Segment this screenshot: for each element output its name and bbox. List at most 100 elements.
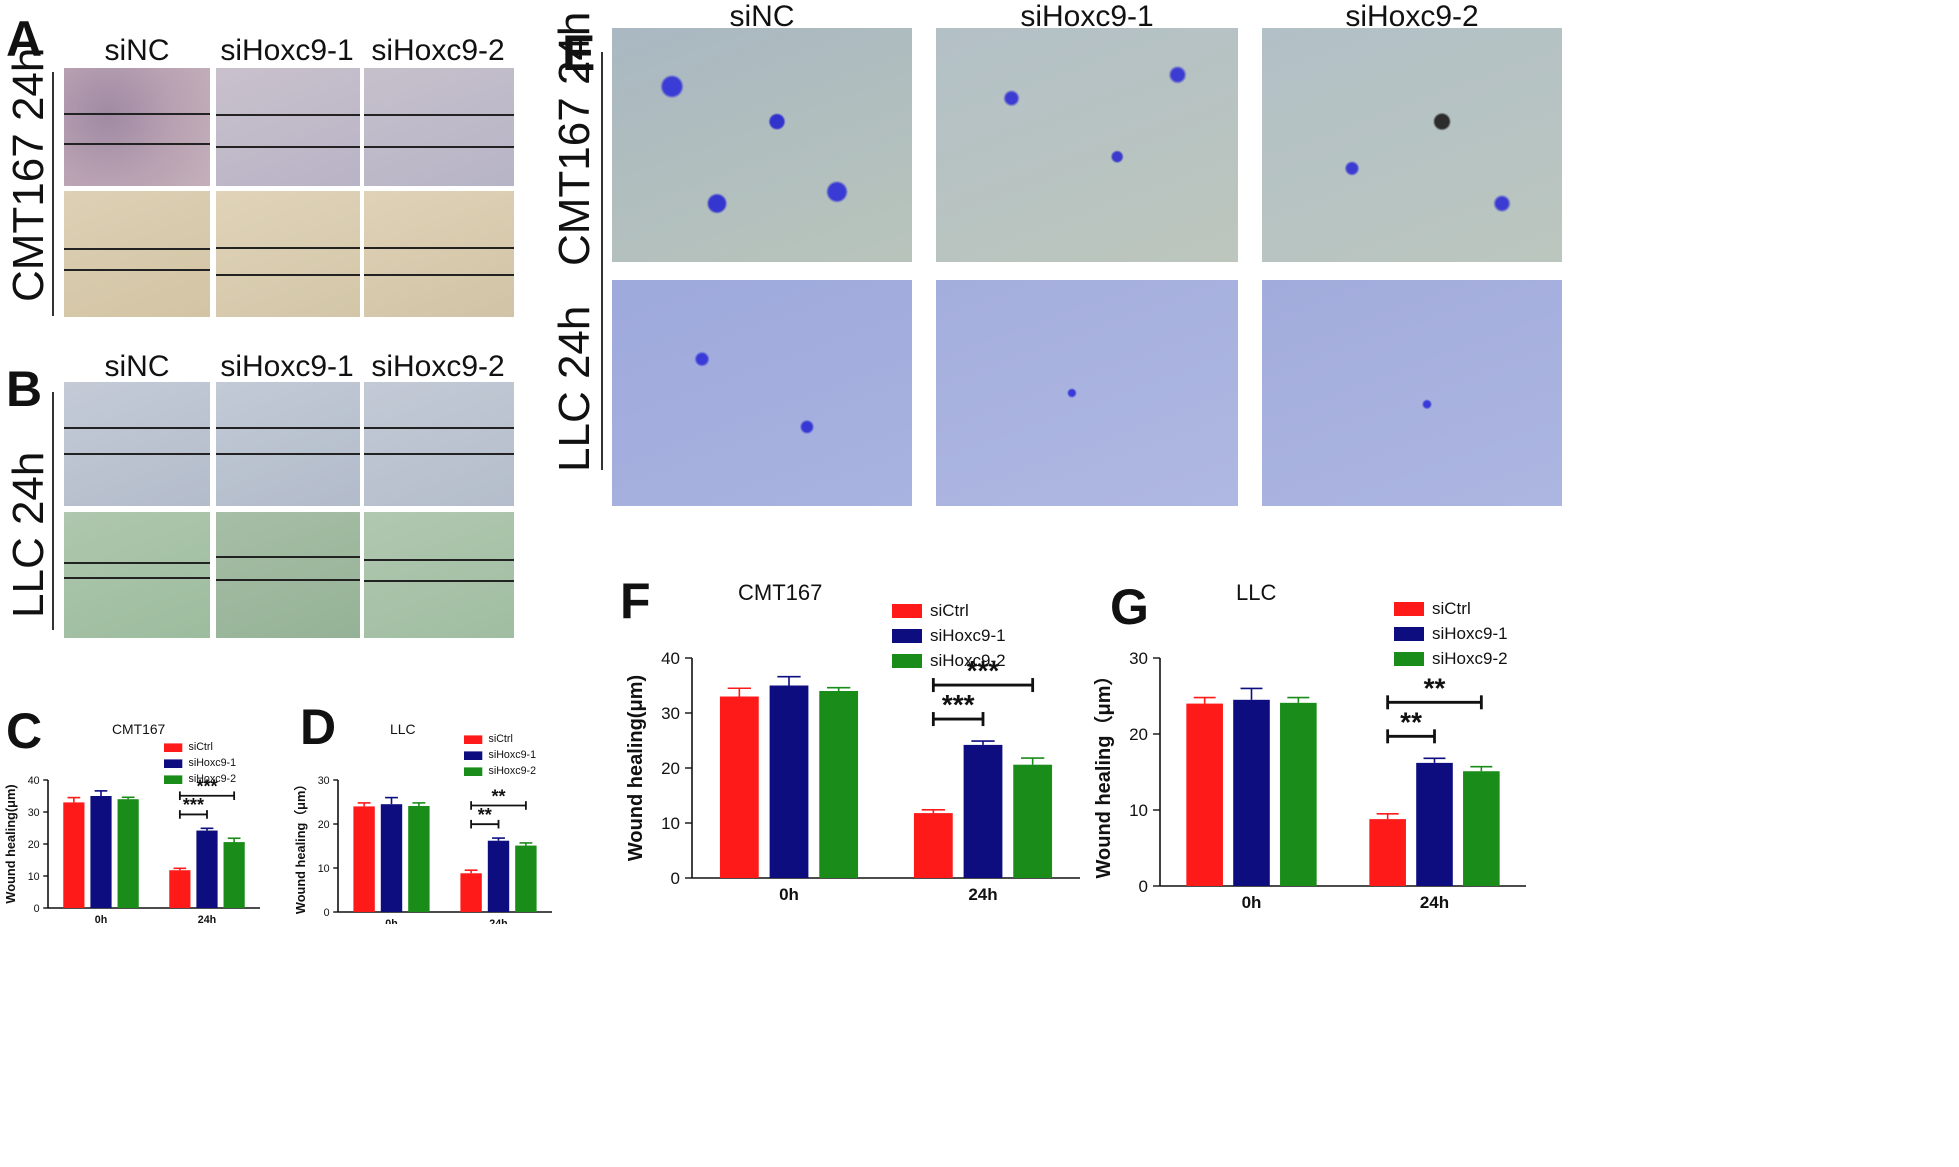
col-label-sihoxc9-2-a: siHoxc9-2: [371, 34, 505, 67]
bar-sihoxc9-2-24h: [1463, 771, 1500, 886]
col-label-sihoxc9-2-e: siHoxc9-2: [1345, 0, 1479, 33]
micrograph-e-llc-sinc: [612, 280, 912, 506]
legend-label: siCtrl: [189, 741, 213, 753]
y-tick-label: 40: [661, 649, 680, 668]
x-tick-label: 24h: [1420, 893, 1449, 912]
col-label-sihoxc9-1-b: siHoxc9-1: [220, 350, 354, 383]
y-tick-label: 10: [661, 814, 680, 833]
x-tick-label: 0h: [385, 918, 397, 924]
legend-swatch-sihoxc9-2: [892, 654, 922, 668]
x-tick-label: 24h: [198, 914, 216, 924]
chart-svg-g: LLC 0 10 20 30 Wound healing（μm） 0h 24h **** siCt…: [1092, 580, 1526, 912]
micrograph-b-sihoxc9-1-top: [216, 382, 360, 506]
col-label-sihoxc9-2-b: siHoxc9-2: [371, 350, 505, 383]
bar-sihoxc9-1-24h: [1416, 762, 1453, 886]
micrograph-b-sihoxc9-2-top: [364, 382, 514, 506]
y-tick-label: 0: [34, 903, 40, 915]
micrograph-a-sihoxc9-2-top: [364, 68, 514, 186]
x-tick-label: 0h: [95, 914, 107, 924]
sig-label: **: [1424, 672, 1446, 703]
bar-sihoxc9-1-0h: [769, 685, 809, 878]
y-tick-label: 20: [318, 819, 330, 831]
legend-label: siHoxc9-1: [1432, 624, 1508, 643]
x-tick-label: 24h: [489, 918, 507, 924]
y-axis-label: Wound healing（μm）: [1094, 666, 1115, 879]
row-label-llc-b: LLC 24h: [4, 451, 53, 618]
legend-label: siHoxc9-1: [489, 749, 537, 761]
bar-sictrl-24h: [169, 870, 191, 908]
panel-label-d: D: [300, 699, 337, 755]
sig-label: ***: [967, 655, 1000, 686]
chart-svg-f: CMT167 0 10 20 30 40 Wound healing(μm) 0h 24h ***…: [625, 580, 1080, 904]
bar-sihoxc9-2-24h: [223, 842, 245, 908]
bar-sictrl-0h: [719, 696, 759, 878]
bar-sihoxc9-1-0h: [90, 796, 112, 908]
col-label-sinc-e: siNC: [729, 0, 795, 33]
bar-sihoxc9-2-0h: [408, 805, 430, 912]
micrograph-b-sihoxc9-2-bottom: [364, 512, 514, 638]
chart-title: LLC: [1236, 580, 1276, 605]
micrograph-e-llc-sihoxc9-1: [936, 280, 1238, 506]
row-divider-b: [52, 392, 54, 630]
y-tick-label: 10: [318, 863, 330, 875]
micrograph-a-sinc-bottom: [64, 191, 210, 317]
legend-label: siHoxc9-2: [930, 651, 1006, 670]
sig-label: ***: [196, 777, 218, 797]
bar-sihoxc9-1-24h: [963, 744, 1003, 878]
panel-label-f: F: [620, 573, 651, 629]
sig-label: **: [1400, 706, 1422, 737]
legend-swatch-sihoxc9-1: [464, 751, 483, 760]
bar-sihoxc9-2-24h: [515, 845, 537, 912]
y-tick-label: 20: [28, 839, 40, 851]
y-tick-label: 40: [28, 775, 40, 787]
panel-label-e: E: [562, 25, 596, 81]
chart-f: CMT167 0 10 20 30 40 Wound healing(μm) 0h 24h ***…: [610, 578, 1090, 918]
y-tick-label: 30: [1129, 649, 1148, 668]
micrograph-b-sinc-top: [64, 382, 210, 506]
chart-g: LLC 0 10 20 30 Wound healing（μm） 0h 24h ** ** siCt…: [1092, 578, 1538, 918]
sig-label: ***: [942, 689, 975, 720]
micrograph-e-cmt167-sihoxc9-2: [1262, 28, 1562, 262]
bar-sictrl-24h: [1369, 819, 1406, 886]
legend-label: siCtrl: [489, 733, 513, 745]
bar-sihoxc9-2-0h: [819, 691, 859, 878]
y-tick-label: 30: [318, 775, 330, 787]
legend-label: siHoxc9-2: [189, 773, 237, 785]
legend-label: siHoxc9-1: [189, 757, 237, 769]
panel-label-g: G: [1110, 579, 1149, 635]
x-tick-label: 0h: [1242, 893, 1262, 912]
row-divider-a: [52, 72, 54, 316]
bar-sihoxc9-1-0h: [380, 804, 403, 912]
col-label-sinc-b: siNC: [104, 350, 170, 383]
micrograph-a-sihoxc9-1-top: [216, 68, 360, 186]
bar-sictrl-0h: [63, 802, 85, 908]
bar-sihoxc9-1-0h: [1233, 699, 1270, 886]
y-tick-label: 20: [1129, 725, 1148, 744]
micrograph-b-sinc-bottom: [64, 512, 210, 638]
legend-swatch-sictrl: [164, 743, 183, 752]
col-label-sihoxc9-1-a: siHoxc9-1: [220, 34, 354, 67]
legend-swatch-sictrl: [892, 604, 922, 618]
micrograph-a-sihoxc9-2-bottom: [364, 191, 514, 317]
legend-label: siHoxc9-2: [1432, 649, 1508, 668]
micrograph-b-sihoxc9-1-bottom: [216, 512, 360, 638]
micrograph-e-cmt167-sinc: [612, 28, 912, 262]
y-axis-label: Wound healing（μm）: [294, 778, 308, 914]
bar-sictrl-0h: [353, 806, 375, 912]
col-label-sinc-a: siNC: [104, 34, 170, 67]
legend-swatch-sictrl: [464, 735, 483, 744]
row-label-llc-e: LLC 24h: [550, 305, 599, 472]
chart-svg-c: CMT167 0 10 20 30 40 Wound healing(μm) 0h 24h ***…: [3, 721, 260, 926]
legend-swatch-sihoxc9-1: [892, 629, 922, 643]
row-label-cmt167-e: CMT167 24h: [550, 11, 599, 266]
col-label-sihoxc9-1-e: siHoxc9-1: [1020, 0, 1154, 33]
legend-label: siCtrl: [1432, 599, 1471, 618]
chart-d: LLC 0 10 20 30 Wound healing（μm） 0h 24h ** ** siCt…: [293, 712, 564, 930]
micrograph-a-sinc-top: [64, 68, 210, 186]
row-divider-e: [601, 52, 603, 470]
bar-sihoxc9-2-0h: [1280, 702, 1317, 886]
y-tick-label: 0: [1139, 877, 1148, 896]
bar-sihoxc9-2-24h: [1013, 764, 1053, 878]
micrograph-e-cmt167-sihoxc9-1: [936, 28, 1238, 262]
row-label-cmt167-a: CMT167 24h: [4, 47, 53, 302]
